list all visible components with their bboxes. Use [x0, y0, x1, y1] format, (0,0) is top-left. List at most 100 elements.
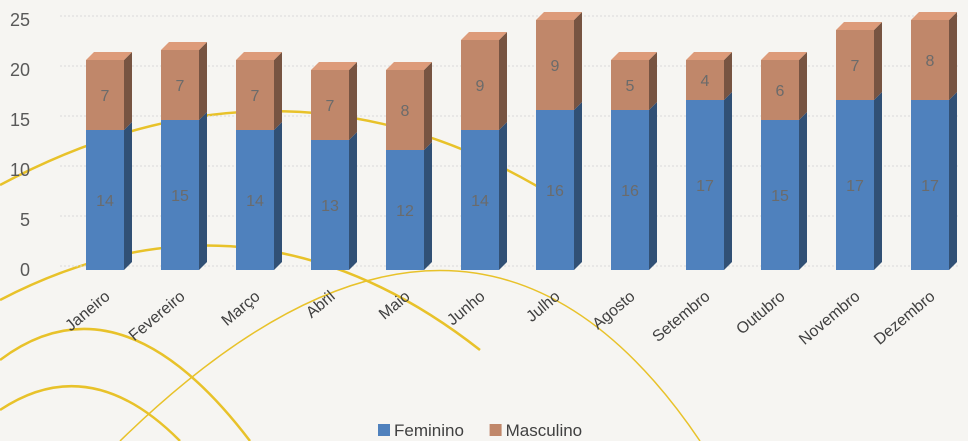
bar-segment-masculino	[611, 60, 649, 110]
x-tick-label: Agosto	[589, 288, 638, 333]
bars: 14 7 15 7 14 7 13 7 12 8 14 9 16 9 16 5 17 4 15 6 17 7 17 8	[86, 12, 957, 270]
y-tick-label: 5	[20, 210, 30, 230]
bar-side	[199, 42, 207, 120]
bar-side	[124, 52, 132, 130]
data-label: 9	[476, 78, 485, 95]
y-tick-label: 25	[10, 10, 30, 30]
bar-side	[424, 62, 432, 150]
bar-top	[536, 12, 582, 20]
decorative-arc	[119, 269, 701, 441]
x-tick-label: Dezembro	[871, 288, 939, 349]
bar-segment-masculino	[686, 60, 724, 100]
legend-label: Masculino	[506, 421, 583, 440]
data-label: 7	[176, 78, 185, 95]
bar-side	[274, 52, 282, 130]
data-label: 15	[171, 188, 189, 205]
bar-segment-feminino	[311, 140, 349, 270]
y-axis: 0 5 10 15 20 25	[10, 10, 30, 280]
bar-side	[574, 102, 582, 270]
bar-top	[686, 52, 732, 60]
bar-segment-feminino	[761, 120, 799, 270]
data-label: 15	[771, 188, 789, 205]
bar-side	[349, 132, 357, 270]
y-tick-label: 20	[10, 60, 30, 80]
data-label: 8	[926, 53, 935, 70]
bar-side	[724, 92, 732, 270]
bar-segment-masculino	[461, 40, 499, 130]
bar-segment-masculino	[536, 20, 574, 110]
x-tick-label: Setembro	[649, 288, 713, 346]
bar-top	[836, 22, 882, 30]
bar-segment-masculino	[236, 60, 274, 130]
bar-segment-feminino	[236, 130, 274, 270]
data-label: 16	[546, 183, 564, 200]
decorative-arc	[0, 384, 181, 441]
data-label: 17	[846, 178, 864, 195]
bar-segment-masculino	[86, 60, 124, 130]
data-label: 17	[921, 178, 939, 195]
data-label: 9	[551, 58, 560, 75]
data-label: 14	[246, 193, 264, 210]
bar-top	[386, 62, 432, 70]
legend: Feminino Masculino	[378, 421, 582, 440]
data-label: 17	[696, 178, 714, 195]
x-tick-label: Março	[219, 288, 264, 330]
legend-swatch	[378, 424, 390, 436]
bar-segment-feminino	[161, 120, 199, 270]
data-label: 7	[101, 88, 110, 105]
bar-top	[761, 52, 807, 60]
bar-side	[724, 52, 732, 100]
data-label: 8	[401, 103, 410, 120]
y-tick-label: 0	[20, 260, 30, 280]
bar-segment-feminino	[836, 100, 874, 270]
gridlines	[60, 15, 960, 267]
bar-segment-feminino	[461, 130, 499, 270]
bar-top	[236, 52, 282, 60]
bar-side	[649, 52, 657, 110]
data-label: 7	[251, 88, 260, 105]
bar-top	[161, 42, 207, 50]
x-tick-label: Junho	[444, 288, 488, 329]
bar-segment-feminino	[686, 100, 724, 270]
bar-segment-feminino	[911, 100, 949, 270]
decorative-arc	[0, 327, 251, 441]
bar-side	[499, 122, 507, 270]
bar-segment-feminino	[386, 150, 424, 270]
legend-swatch	[489, 424, 502, 436]
bar-segment-masculino	[386, 70, 424, 150]
x-tick-label: Outubro	[733, 288, 788, 338]
bar-side	[799, 112, 807, 270]
bar-side	[124, 122, 132, 270]
y-tick-label: 15	[10, 110, 30, 130]
bar-segment-masculino	[161, 50, 199, 120]
data-label: 7	[851, 58, 860, 75]
bar-side	[574, 12, 582, 110]
x-tick-label: Fevereiro	[126, 288, 189, 345]
bar-side	[499, 32, 507, 130]
data-label: 16	[621, 183, 639, 200]
bar-top	[611, 52, 657, 60]
data-label: 7	[326, 98, 335, 115]
x-tick-label: Novembro	[796, 288, 864, 349]
bar-top	[86, 52, 132, 60]
bar-side	[799, 52, 807, 120]
bar-side	[949, 12, 957, 100]
bar-side	[874, 92, 882, 270]
bar-side	[199, 112, 207, 270]
bar-segment-masculino	[836, 30, 874, 100]
bar-segment-feminino	[536, 110, 574, 270]
bar-top	[911, 12, 957, 20]
data-label: 12	[396, 203, 414, 220]
bar-segment-feminino	[86, 130, 124, 270]
bar-top	[461, 32, 507, 40]
bar-segment-masculino	[911, 20, 949, 100]
x-tick-label: Abril	[303, 288, 338, 322]
data-label: 14	[471, 193, 489, 210]
data-label: 13	[321, 198, 339, 215]
bar-segment-masculino	[761, 60, 799, 120]
bar-segment-masculino	[311, 70, 349, 140]
bar-side	[424, 142, 432, 270]
data-label: 4	[701, 73, 710, 90]
legend-label: Feminino	[394, 421, 464, 440]
